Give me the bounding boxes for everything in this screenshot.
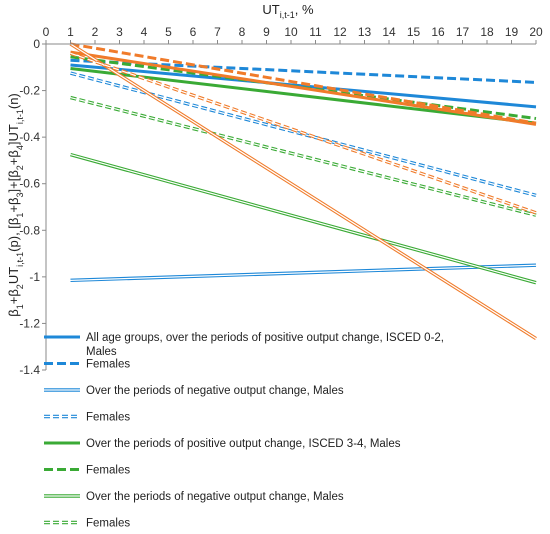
series-line-4 [70, 71, 537, 198]
x-tick-label: 11 [309, 25, 322, 39]
y-axis-title-part: 1 [15, 304, 25, 309]
legend-item: Females [44, 465, 130, 477]
legend-item: Females [44, 518, 130, 530]
x-tick-label: 19 [505, 25, 519, 39]
x-axis-title-suffix: , % [295, 2, 314, 17]
x-tick-label: 8 [239, 25, 246, 39]
y-tick-label: -0.4 [19, 130, 40, 144]
y-axis-title-part: (p), [β [6, 218, 21, 252]
series-segment-inner [70, 43, 537, 340]
y-tick-label: -0.2 [19, 84, 40, 98]
y-axis-title-part: 4 [15, 145, 25, 150]
series-line-12 [69, 51, 537, 215]
y-axis-title-part: i,t-1 [15, 109, 25, 124]
x-tick-label: 4 [141, 25, 148, 39]
x-axis: 0 1 2 3 4 5 6 7 8 9 10 11 12 13 14 15 16 17 18 19 20 [43, 25, 543, 45]
legend: All age groups, over the periods of posi… [44, 332, 444, 530]
x-tick-label: 2 [92, 25, 99, 39]
series-segment [70, 66, 537, 125]
x-tick-label: 10 [284, 25, 298, 39]
series-segment [70, 42, 537, 125]
legend-label: Females [86, 465, 130, 477]
legend-item: Over the periods of negative output chan… [44, 385, 344, 397]
x-tick-label: 0 [43, 25, 50, 39]
y-axis-title-part: i,t-1 [15, 252, 25, 267]
y-axis-title-part: +β [6, 150, 21, 165]
y-axis-title-part: +β [6, 198, 21, 213]
legend-label: Over the periods of negative output chan… [86, 491, 344, 503]
x-tick-label: 18 [480, 25, 494, 39]
y-axis: 0 -0.2 -0.4 -0.6 -0.8 -1 -1.2 -1.4 [19, 37, 47, 377]
y-tick-label: 0 [33, 37, 40, 51]
x-axis-title-sub: i,t-1 [280, 10, 295, 20]
x-tick-label: 16 [431, 25, 445, 39]
legend-item: Over the periods of negative output chan… [44, 491, 344, 503]
legend-item: All age groups, over the periods of posi… [44, 332, 444, 358]
y-axis-title-part: 1 [15, 213, 25, 218]
plot-area [69, 42, 537, 341]
y-axis-title-part: ]UT [6, 124, 21, 145]
x-tick-label: 5 [165, 25, 172, 39]
x-tick-label: 1 [67, 25, 74, 39]
y-axis-title-part: 2 [15, 284, 25, 289]
y-axis-title-part: β [6, 309, 21, 316]
x-tick-label: 7 [214, 25, 221, 39]
series-line-11 [69, 42, 537, 341]
series-line-10 [70, 42, 537, 125]
series-line-5 [70, 66, 537, 125]
y-axis-title-part: 3 [15, 193, 25, 198]
legend-label: Females [86, 359, 130, 371]
legend-label: All age groups, over the periods of posi… [86, 332, 444, 358]
series-segment-inner [70, 96, 537, 216]
legend-label: Females [86, 518, 130, 530]
x-tick-label: 15 [407, 25, 421, 39]
series-line-3 [70, 263, 537, 283]
y-axis-title-part: (n) [6, 93, 21, 109]
y-axis-title-part: UT [6, 267, 21, 284]
series-segment [70, 50, 537, 126]
legend-label: Females [86, 412, 130, 424]
legend-label: Over the periods of negative output chan… [86, 385, 344, 397]
x-tick-label: 17 [456, 25, 470, 39]
x-tick-label: 13 [358, 25, 372, 39]
series-segment-inner [70, 154, 537, 284]
series-segment-inner [70, 264, 537, 281]
x-tick-label: 6 [190, 25, 197, 39]
y-axis-title-part: +β [6, 289, 21, 304]
series-segment-inner [70, 72, 537, 196]
x-axis-title-main: UT [262, 2, 279, 17]
x-axis-title: UTi,t-1, % [262, 2, 314, 20]
x-tick-label: 20 [529, 25, 543, 39]
series-line-7 [70, 152, 537, 285]
series-segment-inner [70, 52, 537, 214]
x-tick-label: 3 [116, 25, 123, 39]
legend-item: Over the periods of positive output chan… [44, 438, 401, 450]
series-line-8 [70, 95, 537, 217]
legend-item: Females [44, 359, 130, 371]
series-line-1 [70, 63, 537, 109]
y-axis-title-part: 2 [15, 165, 25, 170]
legend-item: Females [44, 412, 130, 424]
x-tick-label: 14 [382, 25, 396, 39]
y-tick-label: -1 [29, 270, 40, 284]
series-segment [70, 63, 537, 109]
y-axis-title-part: ]+[β [6, 170, 21, 192]
y-tick-label: -1.2 [19, 316, 40, 330]
y-axis-title: β1+β2UTi,t-1(p), [β1+β3]+[β2+β4]UTi,t-1(… [6, 93, 25, 317]
y-tick-label: -1.4 [19, 363, 40, 377]
legend-label: Over the periods of positive output chan… [86, 438, 401, 450]
y-tick-label: -0.8 [19, 223, 40, 237]
series-line-9 [70, 50, 537, 126]
x-tick-label: 12 [333, 25, 347, 39]
x-tick-label: 9 [263, 25, 270, 39]
y-tick-label: -0.6 [19, 177, 40, 191]
